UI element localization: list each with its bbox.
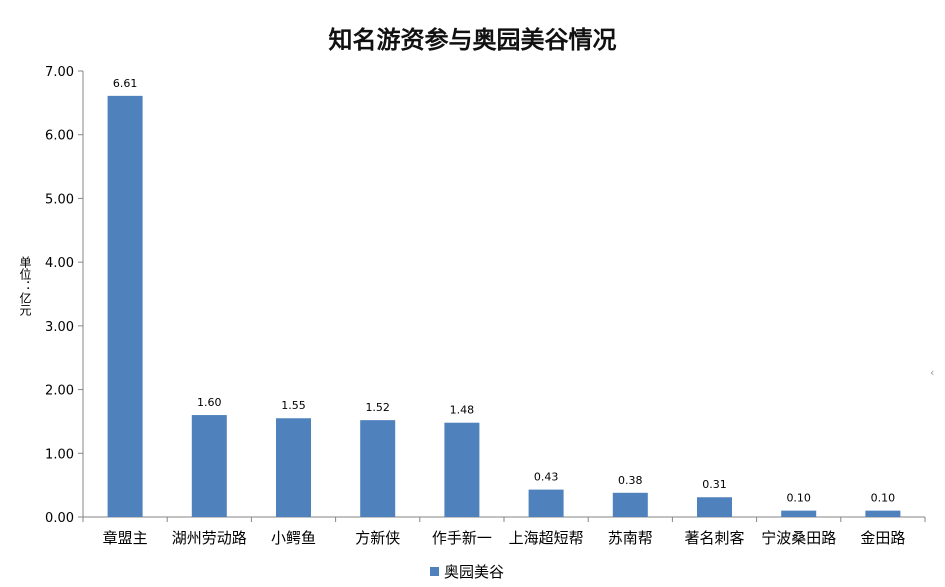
data-label: 0.31: [702, 478, 727, 491]
data-label: 1.55: [281, 399, 306, 412]
x-tick-label: 宁波桑田路: [761, 529, 836, 547]
y-tick-label: 1.00: [45, 447, 74, 462]
bar: [528, 489, 564, 517]
data-label: 6.61: [113, 77, 138, 90]
data-label: 0.10: [871, 492, 896, 505]
x-tick-label: 湖州劳动路: [172, 529, 247, 547]
data-label: 1.48: [450, 404, 475, 417]
legend-label: 奥园美谷: [444, 563, 505, 581]
bar: [191, 415, 227, 517]
y-tick-label: 3.00: [45, 320, 74, 335]
x-tick-label: 小鳄鱼: [271, 529, 316, 547]
chart-title: 知名游资参与奥园美谷情况: [328, 25, 617, 54]
bar: [107, 95, 143, 517]
x-tick-label: 方新侠: [355, 529, 400, 547]
y-tick-label: 6.00: [45, 129, 74, 144]
legend: 奥园美谷: [430, 561, 504, 582]
data-label: 0.43: [534, 471, 559, 484]
data-label: 0.10: [786, 492, 811, 505]
x-tick-label: 上海超短帮: [509, 529, 584, 547]
legend-swatch: [430, 567, 439, 576]
bar: [865, 510, 901, 517]
bar: [360, 420, 396, 517]
x-tick-label: 金田路: [860, 529, 905, 547]
data-label: 0.38: [618, 474, 643, 487]
y-tick-label: 0.00: [45, 511, 74, 526]
bar: [697, 497, 732, 517]
bar: [276, 418, 311, 517]
x-tick-label: 作手新一: [432, 529, 492, 547]
y-axis-label: 单位：亿元: [18, 256, 32, 316]
y-tick-label: 5.00: [45, 192, 74, 207]
data-label: 1.52: [365, 401, 390, 414]
data-label: 1.60: [197, 396, 222, 409]
y-tick-label: 7.00: [45, 65, 74, 80]
bar: [781, 510, 817, 517]
bar: [612, 492, 648, 517]
x-tick-label: 著名刺客: [684, 529, 744, 547]
x-tick-label: 苏南帮: [608, 529, 653, 547]
scroll-arrow-icon[interactable]: ‹: [930, 366, 935, 379]
x-tick-label: 章盟主: [103, 529, 148, 547]
y-tick-label: 4.00: [45, 256, 74, 271]
bar: [444, 422, 480, 517]
y-tick-label: 2.00: [45, 384, 74, 399]
